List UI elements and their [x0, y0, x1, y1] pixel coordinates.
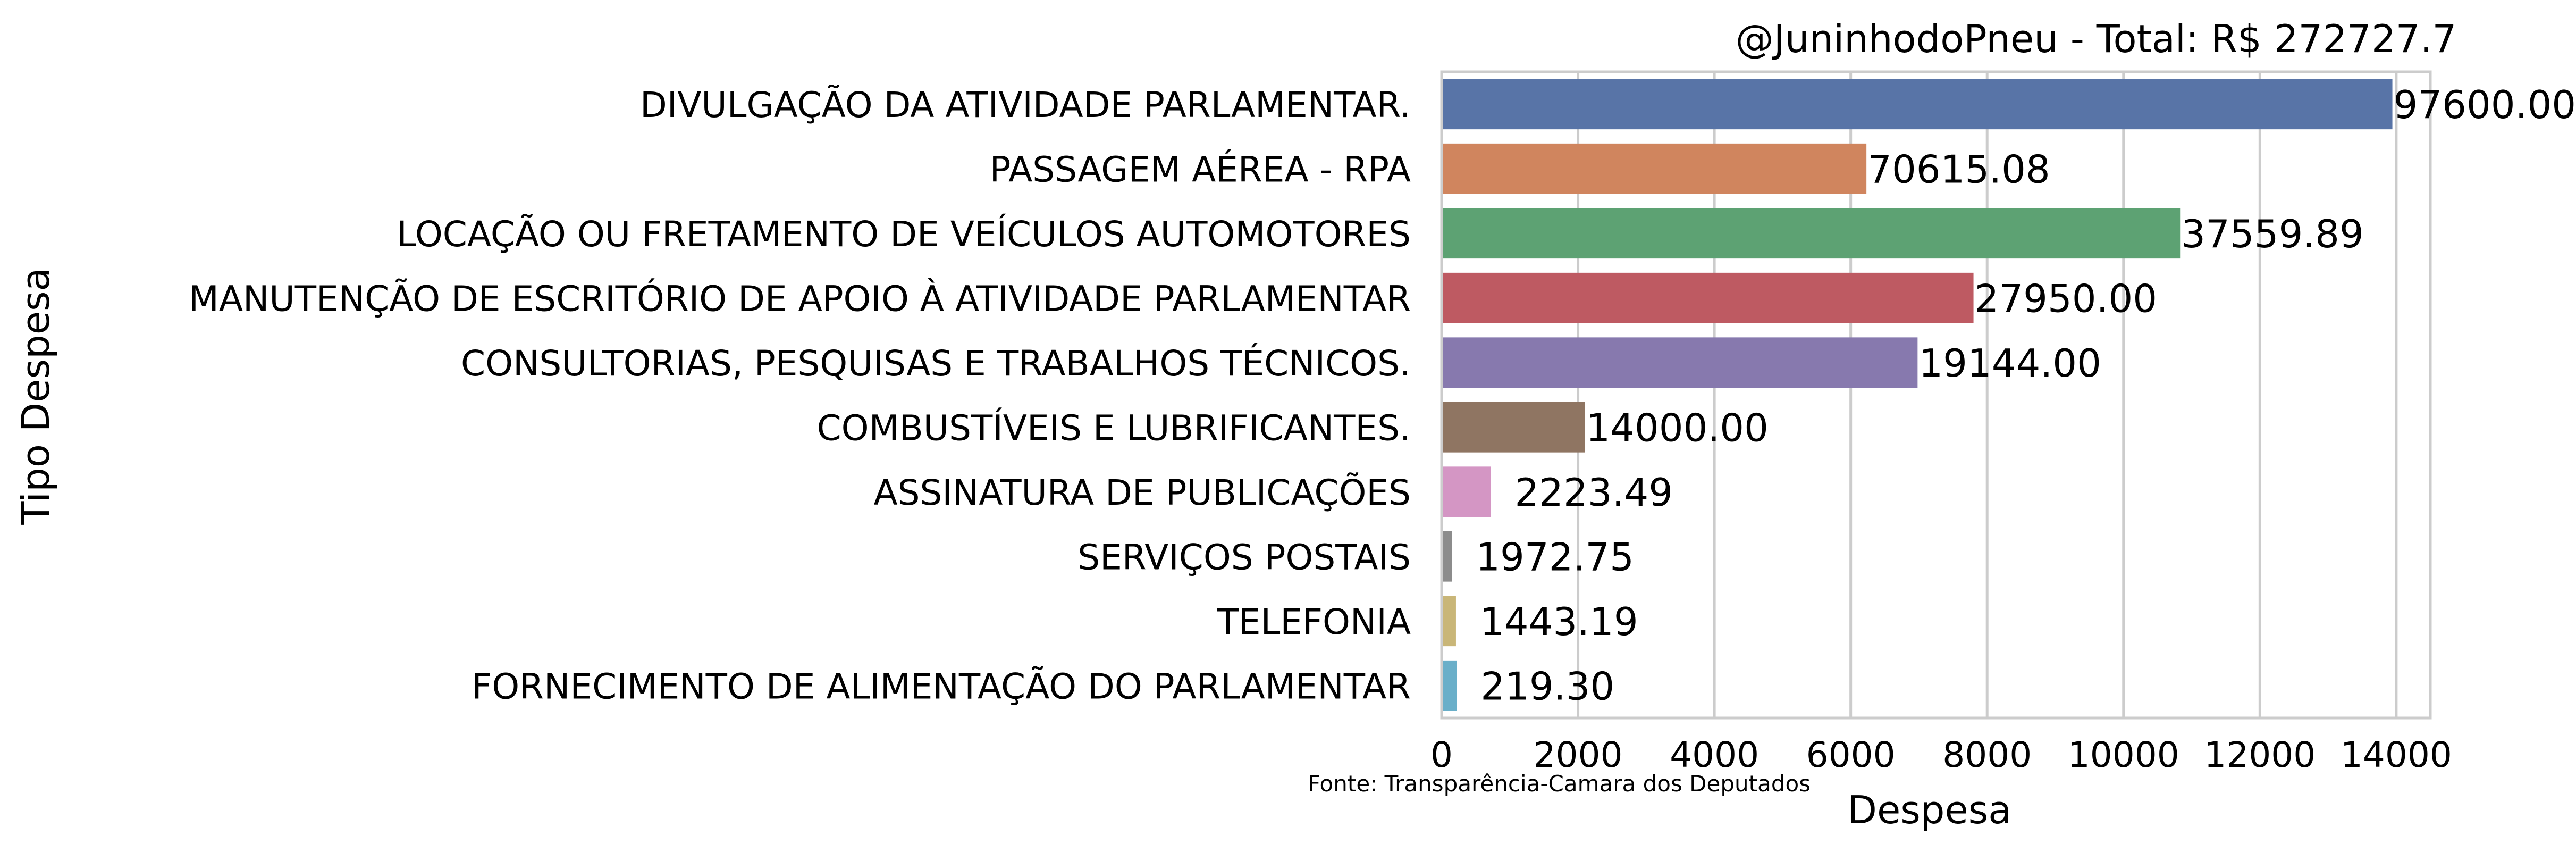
plot-frame: [1440, 70, 2432, 720]
value-label: 27950.00: [1975, 276, 2158, 321]
x-tick-label: 4000: [1670, 734, 1759, 775]
category-label: DIVULGAÇÃO DA ATIVIDADE PARLAMENTAR.: [640, 85, 1411, 126]
bar: [1442, 596, 1456, 647]
category-label: SERVIÇOS POSTAIS: [1077, 537, 1411, 578]
bar: [1442, 531, 1452, 582]
value-label: 1443.19: [1480, 599, 1638, 644]
category-label: MANUTENÇÃO DE ESCRITÓRIO DE APOIO À ATIV…: [189, 278, 1411, 319]
value-label: 14000.00: [1586, 405, 1769, 450]
x-axis-label: Despesa: [1848, 788, 2012, 832]
source-note: Fonte: Transparência-Camara dos Deputado…: [1308, 771, 1811, 797]
category-label: PASSAGEM AÉREA - RPA: [990, 148, 1411, 190]
x-tick-label: 8000: [1942, 734, 2032, 775]
bars: [1442, 79, 2393, 711]
value-label: 37559.89: [2181, 212, 2364, 256]
bar: [1442, 337, 1918, 388]
bar: [1442, 143, 1867, 194]
category-label: COMBUSTÍVEIS E LUBRIFICANTES.: [817, 407, 1411, 448]
bar: [1442, 660, 1457, 711]
bar: [1442, 402, 1585, 453]
value-label: 2223.49: [1514, 470, 1673, 515]
y-axis-label: Tipo Despesa: [13, 268, 58, 525]
category-label: ASSINATURA DE PUBLICAÇÕES: [873, 472, 1411, 513]
value-label: 70615.08: [1867, 147, 2050, 191]
value-label: 1972.75: [1476, 534, 1634, 579]
value-label: 19144.00: [1918, 341, 2101, 386]
value-labels: 97600.00 70615.08 37559.89 27950.00 19144.00…: [1476, 82, 2576, 709]
value-label: 219.30: [1480, 664, 1614, 708]
category-label: FORNECIMENTO DE ALIMENTAÇÃO DO PARLAMENT…: [472, 666, 1411, 707]
x-tick-label: 0: [1430, 734, 1453, 775]
value-label: 97600.00: [2394, 82, 2576, 127]
bar: [1442, 208, 2181, 259]
x-tick-label: 2000: [1534, 734, 1623, 775]
category-label: CONSULTORIAS, PESQUISAS E TRABALHOS TÉCN…: [461, 343, 1411, 384]
x-tick-labels: 0 2000 4000 6000 8000 10000 12000 14000: [1430, 734, 2452, 775]
bar: [1442, 272, 1974, 323]
x-tick-label: 6000: [1806, 734, 1896, 775]
category-label: TELEFONIA: [1217, 602, 1411, 642]
bar: [1442, 466, 1491, 517]
category-labels: DIVULGAÇÃO DA ATIVIDADE PARLAMENTAR. PASS…: [189, 85, 1411, 707]
x-tick-label: 10000: [2068, 734, 2179, 775]
bar: [1442, 79, 2393, 130]
x-tick-label: 12000: [2204, 734, 2316, 775]
category-label: LOCAÇÃO OU FRETAMENTO DE VEÍCULOS AUTOMO…: [397, 213, 1411, 255]
chart-title: @JuninhodoPneu - Total: R$ 272727.7: [1736, 16, 2457, 61]
x-tick-label: 14000: [2341, 734, 2452, 775]
